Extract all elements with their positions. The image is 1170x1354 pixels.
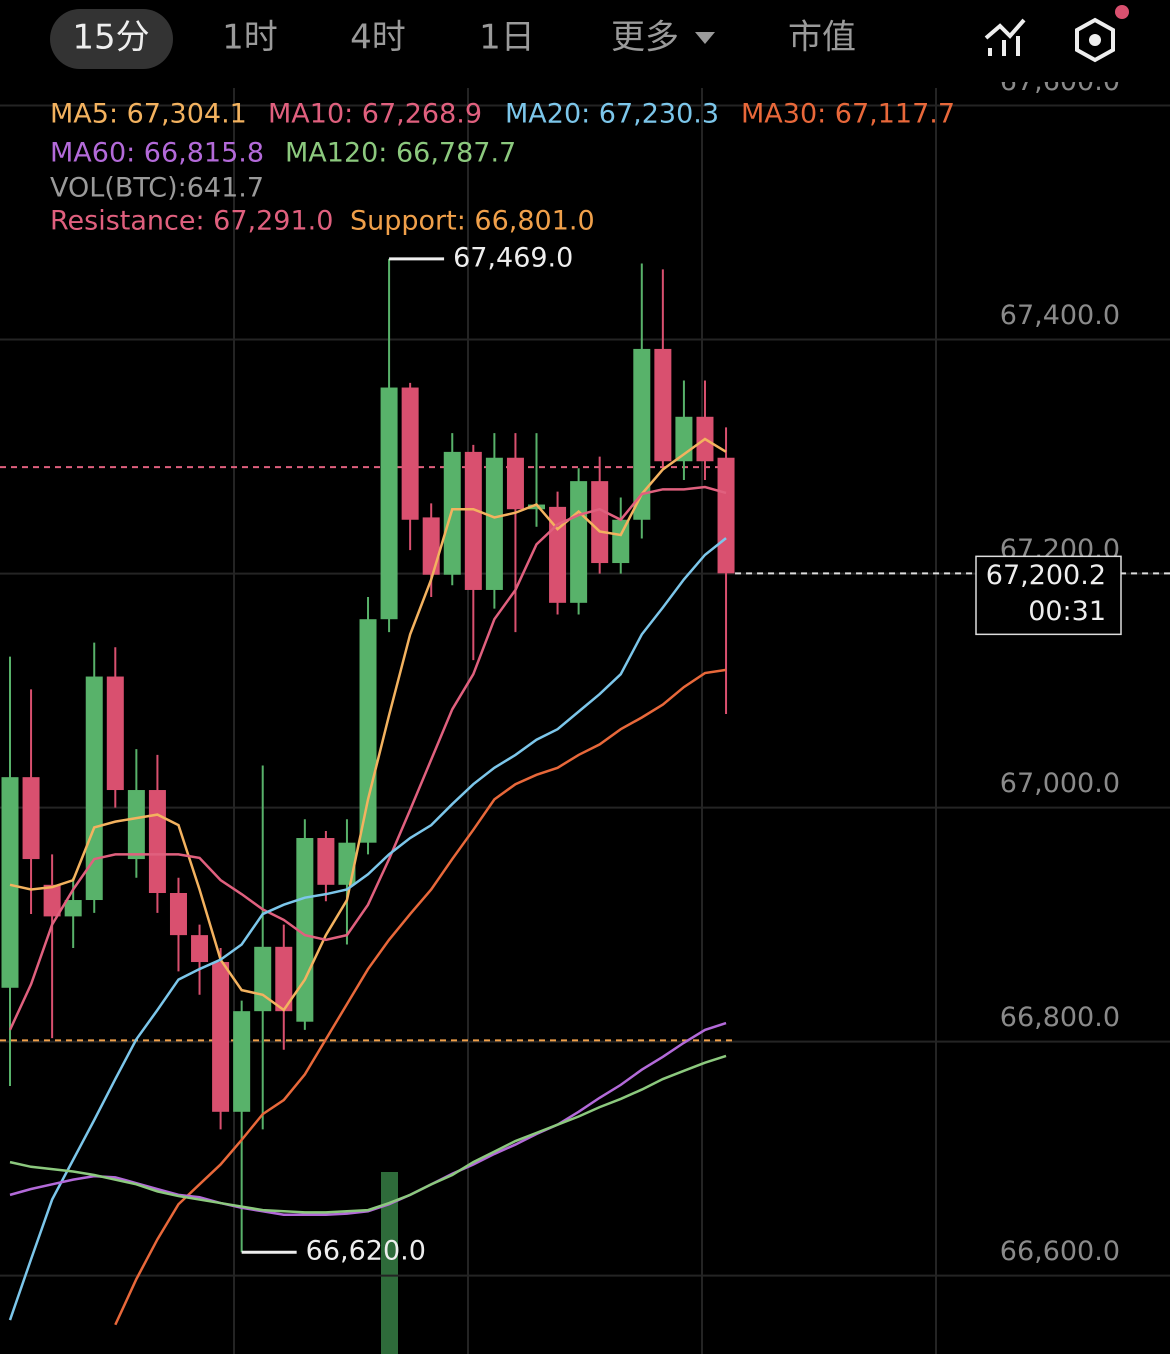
candle-body — [464, 451, 482, 590]
indicator-icon[interactable] — [984, 18, 1026, 56]
legend-entry: MA5: 67,304.1 — [50, 99, 247, 130]
legend-entry: MA30: 67,117.7 — [741, 99, 955, 130]
candle-body — [380, 387, 398, 620]
candle-body — [254, 946, 272, 1012]
tab[interactable]: 更多 — [611, 18, 679, 58]
ma-line — [8, 537, 727, 1321]
candle-body — [296, 838, 314, 1022]
tab[interactable]: 1日 — [479, 18, 535, 58]
candle-body — [22, 777, 40, 860]
candle-body — [106, 676, 124, 791]
candle-body — [169, 892, 187, 936]
tab[interactable]: 15分 — [72, 18, 149, 58]
volume-bar — [381, 1172, 398, 1354]
price-tag — [975, 555, 1122, 636]
time-grid — [233, 88, 937, 1354]
candle-body — [338, 842, 356, 885]
candle-body — [654, 348, 672, 462]
high-marker-label: 67,469.0 — [453, 242, 573, 273]
tab[interactable]: 1时 — [222, 18, 278, 58]
candle-body — [717, 457, 735, 574]
legend-entry: MA20: 67,230.3 — [505, 99, 719, 130]
candle-body — [549, 506, 567, 603]
candle-body — [233, 1011, 251, 1112]
y-tick-label: 66,600.0 — [1000, 1236, 1120, 1267]
candle-body — [422, 517, 440, 575]
tab-selected[interactable] — [50, 9, 173, 69]
candle-body — [485, 457, 503, 590]
price-tag-countdown: 00:31 — [1028, 596, 1106, 627]
header: 15分 1时 4时 1日 更多 市值 — [0, 0, 1170, 82]
level-legend: Support: 66,801.0 — [350, 206, 595, 237]
candle-body — [401, 387, 419, 520]
candle-body — [275, 946, 293, 1012]
y-tick-label: 67,000.0 — [1000, 768, 1120, 799]
tab[interactable]: 市值 — [788, 18, 856, 58]
candle-body — [612, 519, 630, 564]
legend-entry: MA120: 66,787.7 — [285, 138, 516, 169]
candle-body — [64, 900, 82, 917]
candle-body — [633, 348, 651, 520]
candle-body — [43, 884, 61, 917]
tab[interactable]: 4时 — [350, 18, 406, 58]
candle-body — [317, 838, 335, 885]
ma-line — [9, 437, 727, 1012]
dropdown-arrow — [695, 32, 715, 44]
low-marker-label: 66,620.0 — [306, 1236, 426, 1267]
candle-body — [148, 790, 166, 893]
candle-body — [506, 457, 524, 510]
plot: 67,600.067,400.067,200.067,000.066,800.0… — [0, 66, 1170, 1326]
candle-body — [1, 777, 19, 988]
y-tick-label: 66,800.0 — [1000, 1002, 1120, 1033]
price-tag-value: 67,200.2 — [986, 560, 1106, 591]
candle-body — [528, 504, 545, 510]
candle-body — [359, 619, 377, 843]
candle-body — [570, 481, 588, 603]
ma-line — [9, 1021, 727, 1217]
level-legend: Resistance: 67,291.0 — [50, 206, 333, 237]
y-tick-label: 67,400.0 — [1000, 300, 1120, 331]
candle-body — [127, 790, 145, 860]
ma-line — [114, 668, 727, 1326]
candle-body — [85, 676, 103, 901]
settings-icon[interactable] — [1075, 5, 1129, 63]
legend-entry: MA10: 67,268.9 — [268, 99, 482, 130]
candle-body — [191, 935, 209, 963]
candle-body — [212, 962, 230, 1112]
ma-line — [9, 1054, 727, 1214]
candle-body — [591, 481, 609, 564]
volume-label: VOL(BTC):641.7 — [50, 173, 264, 204]
legend-entry: MA60: 66,815.8 — [50, 138, 264, 169]
ma-line — [8, 485, 727, 1031]
